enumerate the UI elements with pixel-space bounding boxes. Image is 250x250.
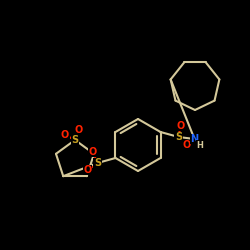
Text: S: S: [72, 135, 78, 145]
Text: O: O: [83, 165, 92, 175]
Text: O: O: [182, 140, 191, 150]
Text: S: S: [175, 132, 182, 142]
Text: O: O: [176, 121, 185, 131]
Text: H: H: [196, 140, 203, 149]
Text: N: N: [190, 134, 198, 144]
Text: O: O: [61, 130, 69, 140]
Text: O: O: [75, 125, 83, 135]
Text: S: S: [94, 158, 101, 168]
Text: O: O: [88, 147, 96, 157]
